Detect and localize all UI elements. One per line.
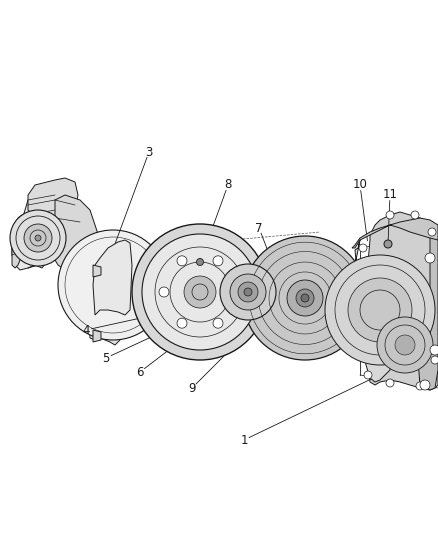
Polygon shape — [93, 330, 101, 342]
Circle shape — [348, 278, 412, 342]
Circle shape — [243, 236, 367, 360]
Polygon shape — [12, 215, 25, 268]
Text: 8: 8 — [224, 179, 232, 191]
Circle shape — [213, 318, 223, 328]
Circle shape — [177, 318, 187, 328]
Polygon shape — [12, 195, 58, 270]
Polygon shape — [355, 240, 392, 382]
Circle shape — [411, 211, 419, 219]
Circle shape — [177, 256, 187, 266]
Circle shape — [416, 382, 424, 390]
Circle shape — [430, 345, 438, 355]
Polygon shape — [55, 195, 100, 285]
Circle shape — [431, 356, 438, 364]
Circle shape — [10, 210, 66, 266]
Text: 4: 4 — [82, 324, 90, 336]
Text: 5: 5 — [102, 351, 110, 365]
Circle shape — [231, 287, 241, 297]
Circle shape — [428, 228, 436, 236]
Text: 7: 7 — [255, 222, 263, 235]
Circle shape — [287, 280, 323, 316]
Circle shape — [386, 211, 394, 219]
Circle shape — [213, 256, 223, 266]
Circle shape — [395, 335, 415, 355]
Polygon shape — [28, 178, 78, 225]
Text: 10: 10 — [353, 179, 367, 191]
Circle shape — [359, 244, 367, 252]
Text: 9: 9 — [188, 382, 196, 394]
Circle shape — [142, 234, 258, 350]
Circle shape — [296, 289, 314, 307]
Text: 11: 11 — [382, 189, 398, 201]
Text: 3: 3 — [145, 146, 153, 158]
Circle shape — [230, 274, 266, 310]
Circle shape — [384, 240, 392, 248]
Circle shape — [364, 371, 372, 379]
Polygon shape — [93, 240, 132, 315]
Polygon shape — [352, 218, 438, 248]
Text: 1: 1 — [240, 433, 248, 447]
Circle shape — [420, 380, 430, 390]
Circle shape — [35, 235, 41, 241]
Circle shape — [425, 253, 435, 263]
Text: 6: 6 — [136, 366, 144, 378]
Circle shape — [238, 282, 258, 302]
Polygon shape — [88, 252, 122, 345]
Polygon shape — [93, 265, 101, 277]
Circle shape — [377, 317, 433, 373]
Circle shape — [386, 379, 394, 387]
Circle shape — [301, 294, 309, 302]
Polygon shape — [418, 222, 438, 390]
Circle shape — [58, 230, 168, 340]
Circle shape — [197, 259, 204, 265]
Circle shape — [24, 224, 52, 252]
Circle shape — [132, 224, 268, 360]
Circle shape — [159, 287, 169, 297]
Circle shape — [244, 288, 252, 296]
Circle shape — [220, 264, 276, 320]
Circle shape — [184, 276, 216, 308]
Circle shape — [325, 255, 435, 365]
Polygon shape — [362, 212, 438, 390]
